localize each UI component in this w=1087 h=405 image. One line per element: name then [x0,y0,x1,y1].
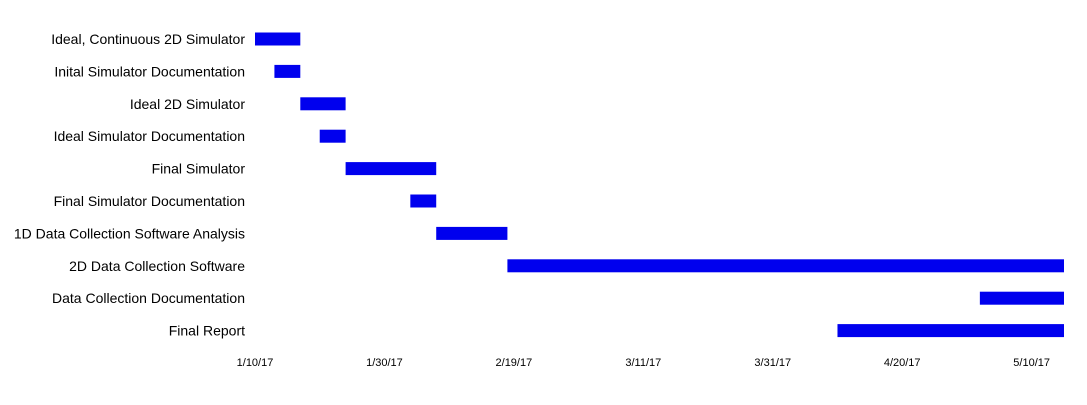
task-label: Ideal Simulator Documentation [54,128,245,144]
x-tick-label: 1/10/17 [237,357,274,369]
task-bar [837,324,1064,338]
task-bar [255,32,301,46]
task-label: Final Simulator [152,161,246,177]
task-labels: Ideal, Continuous 2D Simulator Inital Sim… [14,31,245,339]
x-tick-label: 5/10/17 [1013,357,1050,369]
task-label: Inital Simulator Documentation [54,63,245,79]
x-axis-ticks: 1/10/17 1/30/17 2/19/17 3/11/17 3/31/17 4/20/… [237,357,1050,369]
task-bar [410,194,437,208]
task-label: Data Collection Documentation [52,290,245,306]
task-label: 1D Data Collection Software Analysis [14,225,245,241]
task-bars [255,32,1065,338]
x-tick-label: 2/19/17 [496,357,533,369]
task-label: Ideal, Continuous 2D Simulator [51,31,245,47]
task-bar [345,162,437,176]
task-label: Final Report [169,323,245,339]
task-bar [507,259,1065,273]
x-tick-label: 1/30/17 [366,357,403,369]
task-bar [274,64,301,78]
task-label: 2D Data Collection Software [69,258,245,274]
x-tick-label: 3/11/17 [625,357,661,369]
task-bar [436,226,508,240]
task-bar [979,291,1064,305]
task-bar [319,129,346,143]
task-label: Final Simulator Documentation [54,193,245,209]
x-tick-label: 4/20/17 [884,357,921,369]
task-bar [300,97,346,111]
x-tick-label: 3/31/17 [754,357,791,369]
task-label: Ideal 2D Simulator [130,96,246,112]
